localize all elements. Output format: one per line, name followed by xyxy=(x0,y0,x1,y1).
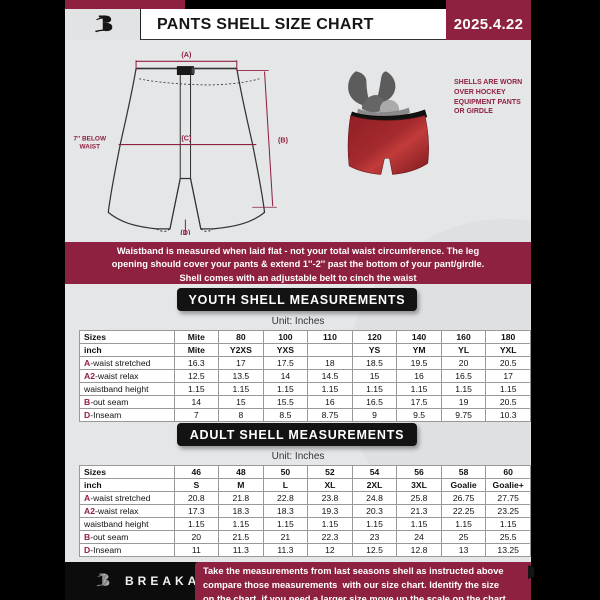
svg-text:(A): (A) xyxy=(181,50,192,59)
svg-text:(C): (C) xyxy=(181,133,192,142)
svg-text:(B): (B) xyxy=(278,136,289,145)
svg-text:(D): (D) xyxy=(180,228,191,235)
svg-text:7'' BELOW: 7'' BELOW xyxy=(74,135,107,142)
svg-text:WAIST: WAIST xyxy=(80,144,101,151)
